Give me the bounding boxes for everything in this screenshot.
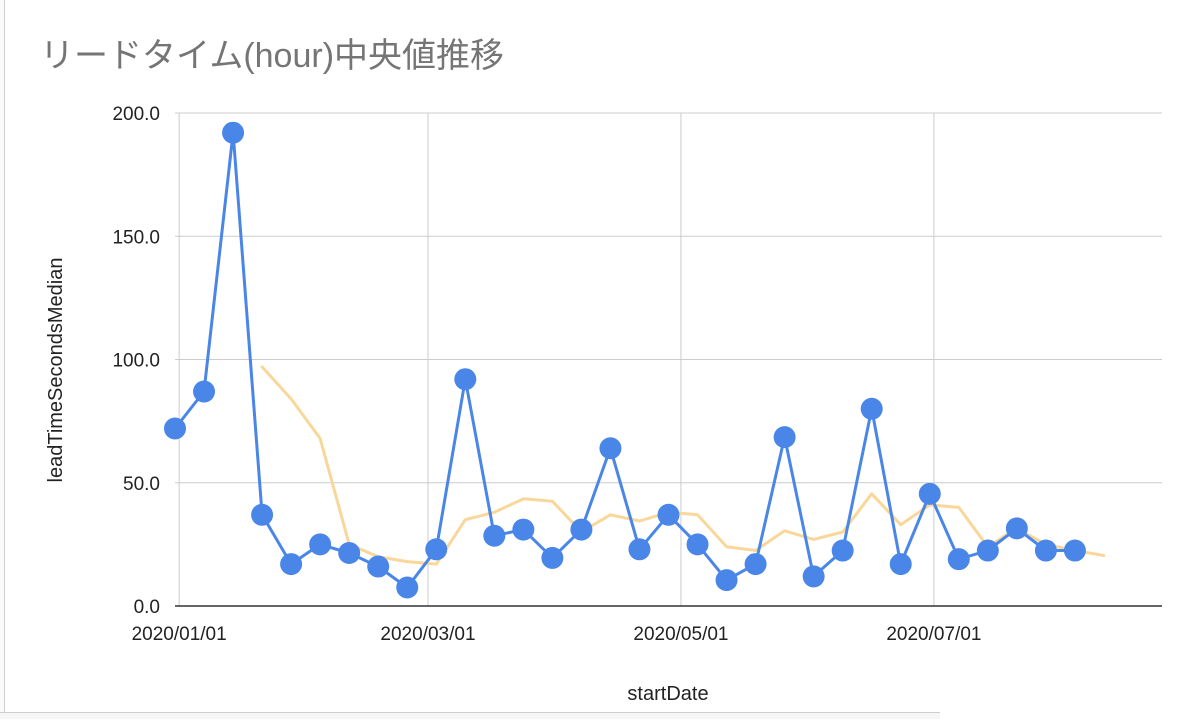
chart-title: リードタイム(hour)中央値推移 (40, 37, 504, 75)
data-point (1005, 517, 1028, 540)
series-line-trend (260, 365, 1106, 566)
data-point (396, 576, 419, 599)
data-point (860, 397, 883, 420)
x-tick-label: 2020/07/01 (886, 624, 981, 645)
data-point (1063, 539, 1086, 562)
data-point (773, 426, 796, 449)
y-axis-title: leadTimeSecondsMedian (45, 258, 67, 483)
data-point (831, 539, 854, 562)
window-edge-bottom (0, 712, 940, 719)
data-point (338, 542, 361, 565)
data-point (947, 548, 970, 571)
data-point (628, 538, 651, 561)
data-point (1034, 539, 1057, 562)
data-point (657, 503, 680, 526)
data-point (541, 546, 564, 569)
x-tick-label: 2020/05/01 (633, 624, 728, 645)
window-edge-left (0, 0, 5, 718)
x-tick-label: 2020/03/01 (380, 624, 475, 645)
data-point (483, 524, 506, 547)
data-point (280, 553, 303, 576)
series (164, 121, 1106, 599)
data-point (599, 437, 622, 460)
data-point (918, 482, 941, 505)
data-point (309, 533, 332, 556)
y-tick-label: 0.0 (134, 597, 160, 618)
data-point (512, 518, 535, 541)
data-point (889, 553, 912, 576)
x-tick-label: 2020/01/01 (132, 624, 227, 645)
gridlines (175, 112, 1162, 606)
data-point (976, 539, 999, 562)
data-point (193, 380, 216, 403)
data-point (715, 569, 738, 592)
data-point (802, 565, 825, 588)
x-axis-title: startDate (627, 683, 708, 705)
data-point (425, 538, 448, 561)
y-tick-label: 200.0 (112, 104, 160, 125)
data-point (686, 533, 709, 556)
data-point (251, 503, 274, 526)
y-tick-label: 50.0 (123, 474, 160, 495)
y-tick-label: 150.0 (112, 227, 160, 248)
data-point (222, 121, 245, 144)
data-point (744, 553, 767, 576)
data-point (570, 518, 593, 541)
data-point (367, 555, 390, 578)
data-point (164, 417, 186, 440)
axes: 0.0 50.0 100.0 150.0 200.0 2020/01/01 2020/03/… (112, 104, 1162, 645)
data-point (454, 368, 477, 391)
y-tick-label: 100.0 (112, 351, 160, 372)
